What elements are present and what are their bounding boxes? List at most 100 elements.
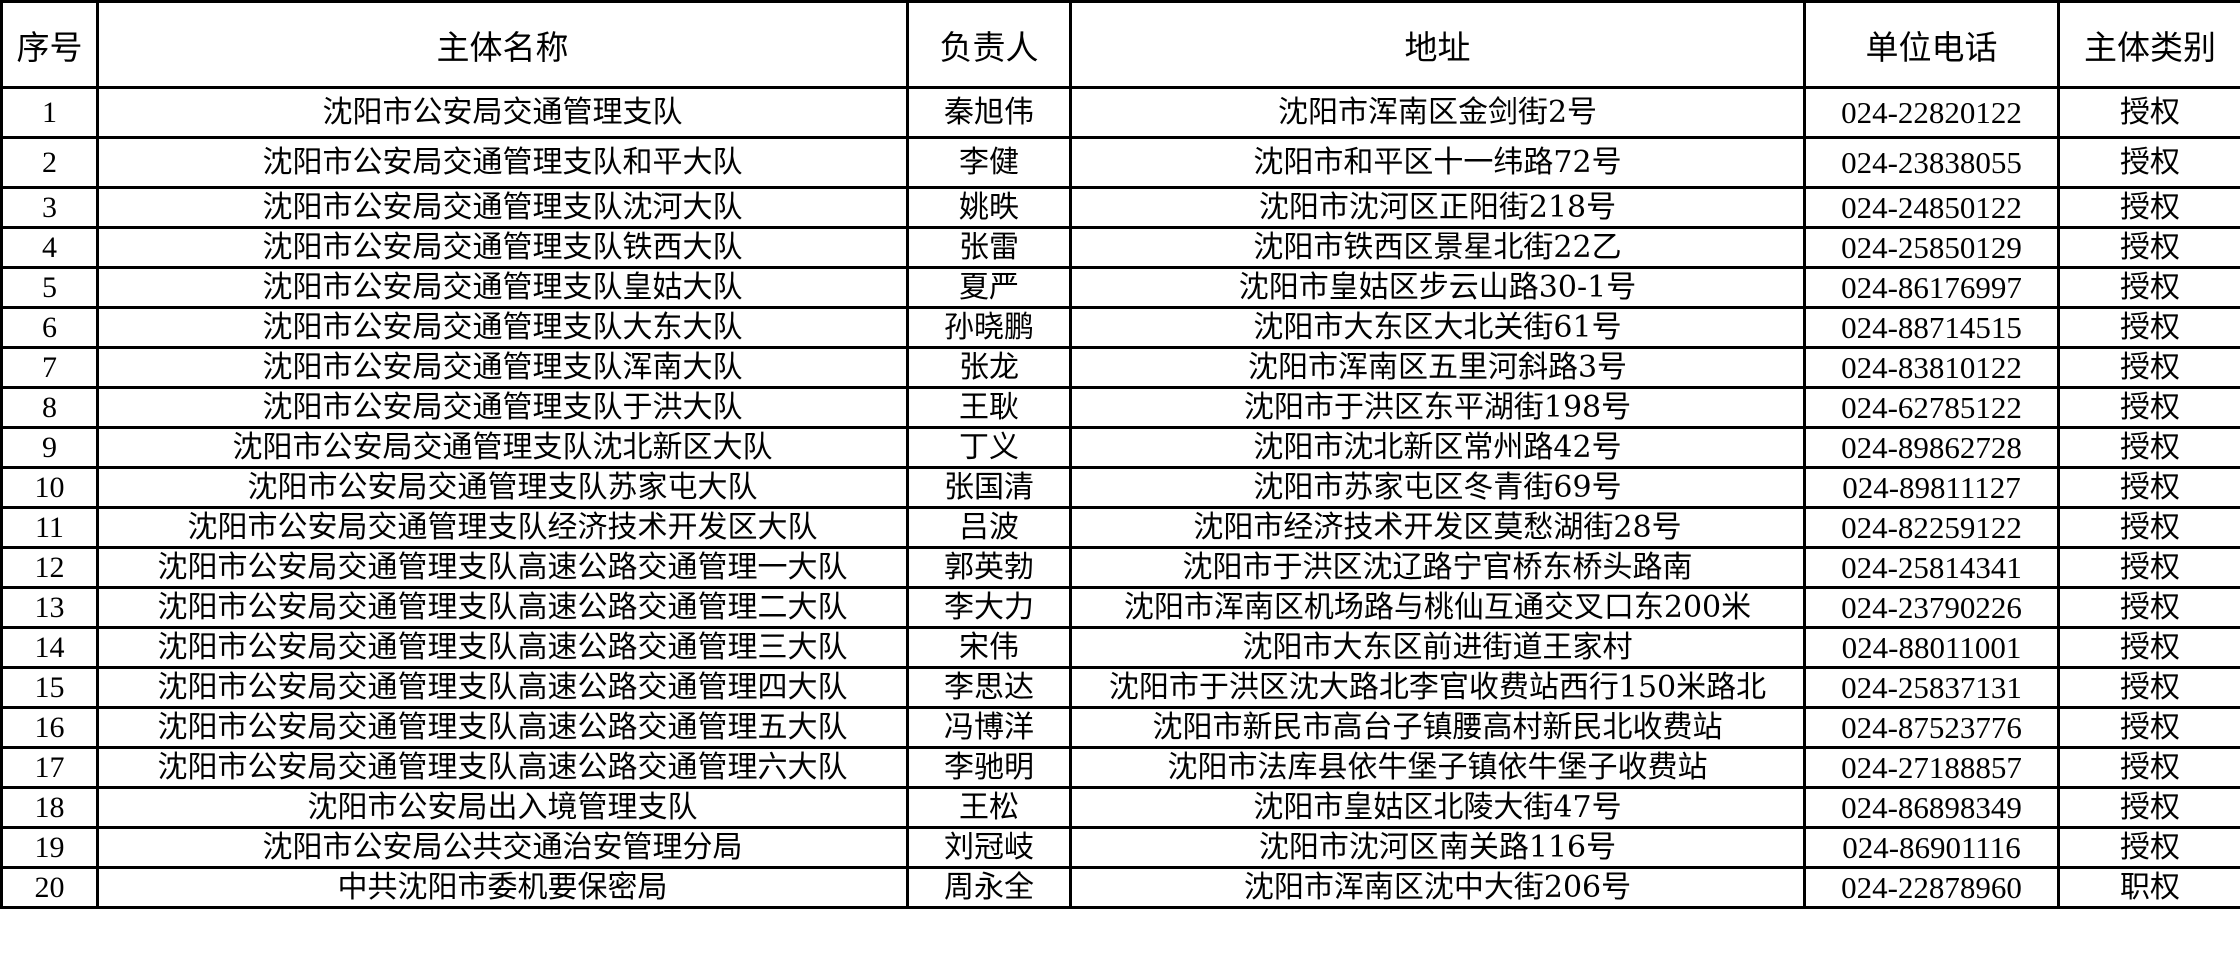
- cell-entity-type: 授权: [2057, 426, 2240, 469]
- cell-index: 20: [0, 866, 99, 909]
- cell-phone: 024-86898349: [1803, 786, 2060, 829]
- table-row: 19 沈阳市公安局公共交通治安管理分局 刘冠岐 沈阳市沈河区南关路116号 024-86…: [0, 826, 2240, 869]
- cell-entity-name: 沈阳市公安局交通管理支队高速公路交通管理二大队: [96, 586, 909, 629]
- table-row: 13 沈阳市公安局交通管理支队高速公路交通管理二大队 李大力 沈阳市浑南区机场路与桃仙…: [0, 586, 2240, 629]
- header-phone: 单位电话: [1803, 0, 2060, 89]
- cell-person-in-charge: 丁义: [906, 426, 1072, 469]
- cell-address: 沈阳市沈北新区常州路42号: [1069, 426, 1806, 469]
- cell-person-in-charge: 张龙: [906, 346, 1072, 389]
- cell-entity-name: 沈阳市公安局交通管理支队高速公路交通管理六大队: [96, 746, 909, 789]
- cell-entity-type: 授权: [2057, 586, 2240, 629]
- cell-index: 13: [0, 586, 99, 629]
- cell-entity-type: 授权: [2057, 506, 2240, 549]
- cell-entity-name: 中共沈阳市委机要保密局: [96, 866, 909, 909]
- cell-index: 19: [0, 826, 99, 869]
- cell-person-in-charge: 李大力: [906, 586, 1072, 629]
- cell-person-in-charge: 刘冠岐: [906, 826, 1072, 869]
- cell-address: 沈阳市沈河区正阳街218号: [1069, 186, 1806, 229]
- cell-phone: 024-22820122: [1803, 86, 2060, 139]
- header-address: 地址: [1069, 0, 1806, 89]
- cell-phone: 024-86176997: [1803, 266, 2060, 309]
- table-row: 12 沈阳市公安局交通管理支队高速公路交通管理一大队 郭英勃 沈阳市于洪区沈辽路宁官桥…: [0, 546, 2240, 589]
- cell-phone: 024-88714515: [1803, 306, 2060, 349]
- cell-address: 沈阳市浑南区五里河斜路3号: [1069, 346, 1806, 389]
- cell-entity-type: 授权: [2057, 226, 2240, 269]
- cell-entity-name: 沈阳市公安局公共交通治安管理分局: [96, 826, 909, 869]
- cell-address: 沈阳市经济技术开发区莫愁湖街28号: [1069, 506, 1806, 549]
- cell-person-in-charge: 王耿: [906, 386, 1072, 429]
- cell-entity-name: 沈阳市公安局交通管理支队沈北新区大队: [96, 426, 909, 469]
- cell-person-in-charge: 李驰明: [906, 746, 1072, 789]
- cell-entity-name: 沈阳市公安局交通管理支队高速公路交通管理一大队: [96, 546, 909, 589]
- cell-address: 沈阳市苏家屯区冬青街69号: [1069, 466, 1806, 509]
- cell-person-in-charge: 李思达: [906, 666, 1072, 709]
- cell-entity-type: 授权: [2057, 86, 2240, 139]
- cell-entity-type: 授权: [2057, 626, 2240, 669]
- table-row: 14 沈阳市公安局交通管理支队高速公路交通管理三大队 宋伟 沈阳市大东区前进街道王家村…: [0, 626, 2240, 669]
- cell-index: 6: [0, 306, 99, 349]
- table-row: 11 沈阳市公安局交通管理支队经济技术开发区大队 吕波 沈阳市经济技术开发区莫愁湖街2…: [0, 506, 2240, 549]
- cell-person-in-charge: 冯博洋: [906, 706, 1072, 749]
- cell-phone: 024-82259122: [1803, 506, 2060, 549]
- header-person-in-charge: 负责人: [906, 0, 1072, 89]
- table-row: 2 沈阳市公安局交通管理支队和平大队 李健 沈阳市和平区十一纬路72号 024-2383…: [0, 136, 2240, 189]
- cell-address: 沈阳市皇姑区步云山路30-1号: [1069, 266, 1806, 309]
- cell-phone: 024-25814341: [1803, 546, 2060, 589]
- cell-entity-name: 沈阳市公安局交通管理支队高速公路交通管理三大队: [96, 626, 909, 669]
- cell-index: 17: [0, 746, 99, 789]
- cell-entity-name: 沈阳市公安局交通管理支队: [96, 86, 909, 139]
- table-row: 18 沈阳市公安局出入境管理支队 王松 沈阳市皇姑区北陵大街47号 024-868983…: [0, 786, 2240, 829]
- header-entity-name: 主体名称: [96, 0, 909, 89]
- cell-phone: 024-27188857: [1803, 746, 2060, 789]
- cell-entity-type: 授权: [2057, 346, 2240, 389]
- cell-index: 10: [0, 466, 99, 509]
- table-row: 15 沈阳市公安局交通管理支队高速公路交通管理四大队 李思达 沈阳市于洪区沈大路北李官…: [0, 666, 2240, 709]
- cell-entity-type: 授权: [2057, 546, 2240, 589]
- cell-index: 3: [0, 186, 99, 229]
- cell-entity-type: 授权: [2057, 386, 2240, 429]
- cell-phone: 024-89862728: [1803, 426, 2060, 469]
- cell-index: 14: [0, 626, 99, 669]
- table-row: 1 沈阳市公安局交通管理支队 秦旭伟 沈阳市浑南区金剑街2号 024-22820122 授…: [0, 86, 2240, 139]
- cell-phone: 024-23838055: [1803, 136, 2060, 189]
- cell-phone: 024-24850122: [1803, 186, 2060, 229]
- cell-entity-name: 沈阳市公安局交通管理支队于洪大队: [96, 386, 909, 429]
- cell-index: 4: [0, 226, 99, 269]
- cell-index: 1: [0, 86, 99, 139]
- cell-address: 沈阳市浑南区机场路与桃仙互通交叉口东200米: [1069, 586, 1806, 629]
- table-row: 6 沈阳市公安局交通管理支队大东大队 孙晓鹏 沈阳市大东区大北关街61号 024-887…: [0, 306, 2240, 349]
- cell-address: 沈阳市新民市高台子镇腰高村新民北收费站: [1069, 706, 1806, 749]
- cell-entity-type: 授权: [2057, 136, 2240, 189]
- cell-phone: 024-25837131: [1803, 666, 2060, 709]
- cell-entity-name: 沈阳市公安局交通管理支队浑南大队: [96, 346, 909, 389]
- cell-phone: 024-88011001: [1803, 626, 2060, 669]
- cell-phone: 024-89811127: [1803, 466, 2060, 509]
- cell-entity-name: 沈阳市公安局出入境管理支队: [96, 786, 909, 829]
- cell-address: 沈阳市法库县依牛堡子镇依牛堡子收费站: [1069, 746, 1806, 789]
- cell-entity-type: 授权: [2057, 826, 2240, 869]
- cell-person-in-charge: 姚昳: [906, 186, 1072, 229]
- table-row: 7 沈阳市公安局交通管理支队浑南大队 张龙 沈阳市浑南区五里河斜路3号 024-8381…: [0, 346, 2240, 389]
- cell-entity-type: 授权: [2057, 266, 2240, 309]
- cell-entity-name: 沈阳市公安局交通管理支队铁西大队: [96, 226, 909, 269]
- table-row: 3 沈阳市公安局交通管理支队沈河大队 姚昳 沈阳市沈河区正阳街218号 024-2485…: [0, 186, 2240, 229]
- cell-entity-type: 授权: [2057, 666, 2240, 709]
- cell-address: 沈阳市于洪区沈辽路宁官桥东桥头路南: [1069, 546, 1806, 589]
- cell-phone: 024-83810122: [1803, 346, 2060, 389]
- table-row: 10 沈阳市公安局交通管理支队苏家屯大队 张国清 沈阳市苏家屯区冬青街69号 024-8…: [0, 466, 2240, 509]
- cell-phone: 024-25850129: [1803, 226, 2060, 269]
- cell-address: 沈阳市沈河区南关路116号: [1069, 826, 1806, 869]
- header-row: 序号 主体名称 负责人 地址 单位电话 主体类别: [0, 0, 2240, 89]
- cell-phone: 024-86901116: [1803, 826, 2060, 869]
- table-row: 20 中共沈阳市委机要保密局 周永全 沈阳市浑南区沈中大街206号 024-228789…: [0, 866, 2240, 909]
- cell-entity-type: 授权: [2057, 186, 2240, 229]
- cell-index: 18: [0, 786, 99, 829]
- cell-entity-type: 授权: [2057, 466, 2240, 509]
- cell-address: 沈阳市和平区十一纬路72号: [1069, 136, 1806, 189]
- cell-person-in-charge: 李健: [906, 136, 1072, 189]
- cell-person-in-charge: 张国清: [906, 466, 1072, 509]
- table-row: 16 沈阳市公安局交通管理支队高速公路交通管理五大队 冯博洋 沈阳市新民市高台子镇腰高…: [0, 706, 2240, 749]
- table-row: 9 沈阳市公安局交通管理支队沈北新区大队 丁义 沈阳市沈北新区常州路42号 024-89…: [0, 426, 2240, 469]
- cell-phone: 024-22878960: [1803, 866, 2060, 909]
- cell-entity-type: 授权: [2057, 706, 2240, 749]
